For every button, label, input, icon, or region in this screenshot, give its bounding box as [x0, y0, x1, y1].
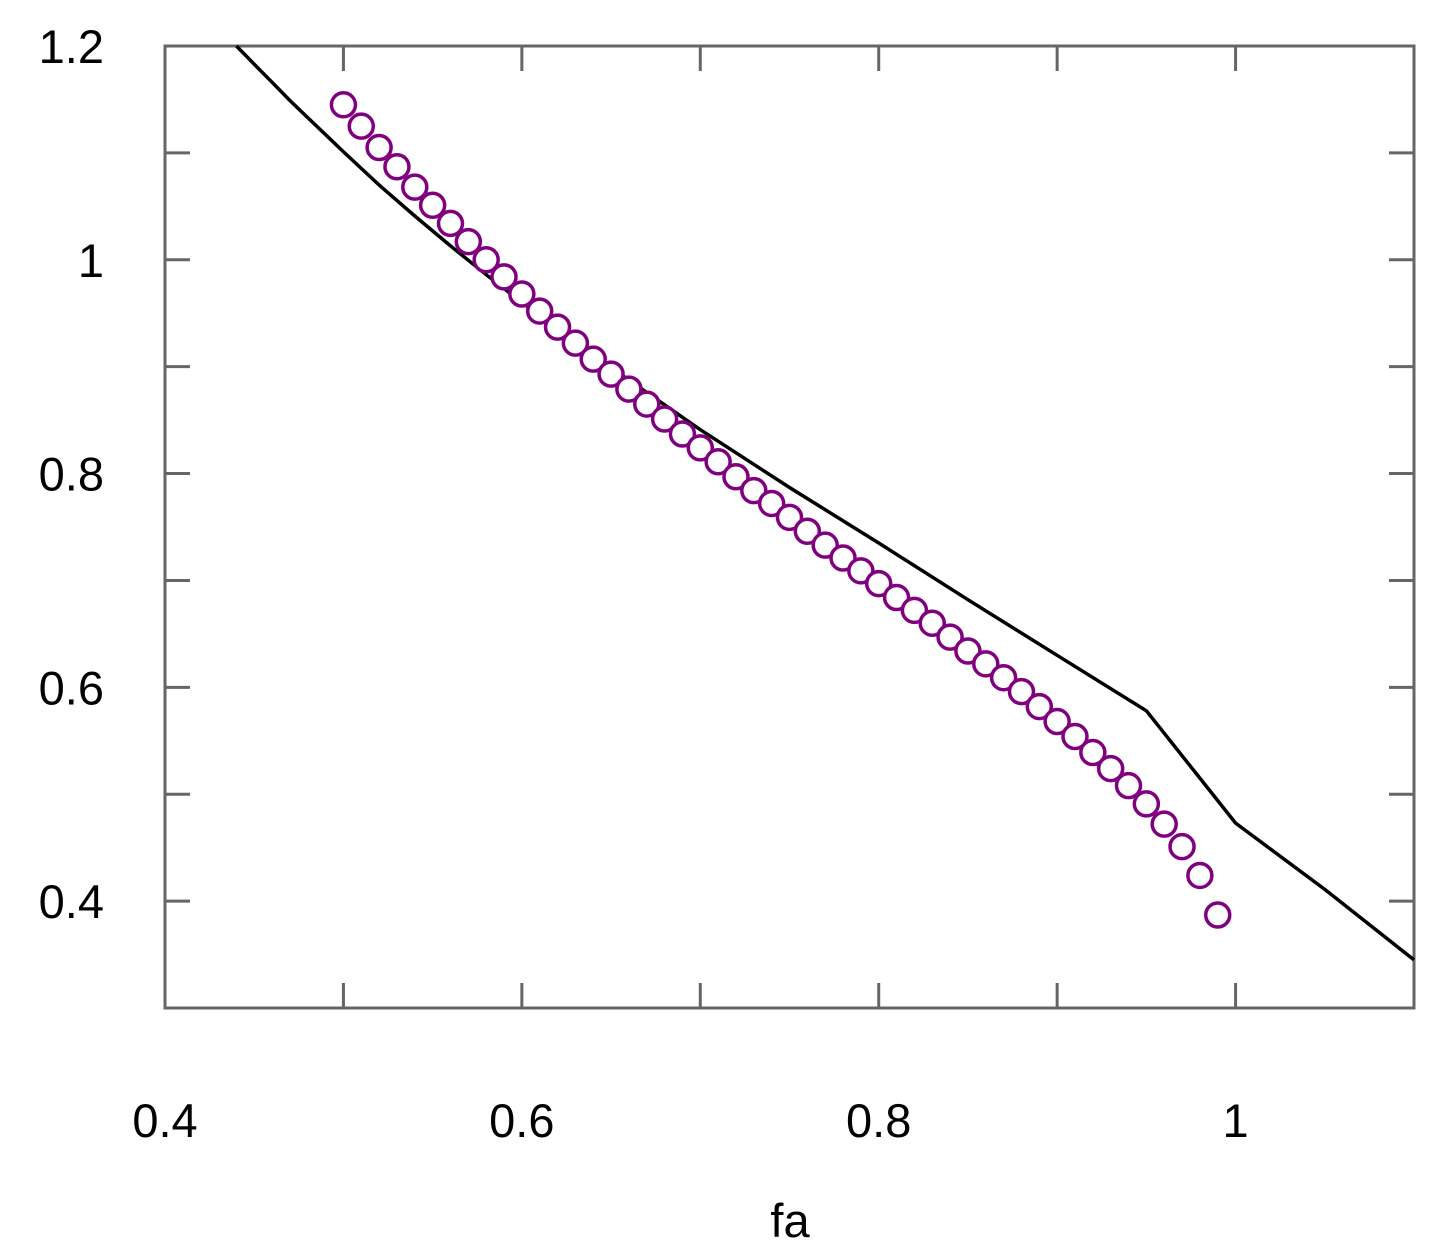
data-point [1025, 692, 1054, 721]
data-point [347, 112, 376, 140]
y-tick-label: 1 [78, 234, 104, 287]
y-tick-label: 0.8 [39, 448, 104, 501]
data-point [418, 191, 447, 220]
data-point [918, 609, 946, 637]
data-point [1186, 861, 1214, 890]
data-point [329, 91, 358, 119]
data-point [1150, 810, 1178, 838]
data-point [472, 246, 500, 274]
data-point [597, 360, 625, 388]
data-point [936, 623, 964, 651]
x-tick-label: 0.8 [846, 1094, 911, 1147]
data-point [365, 133, 393, 162]
data-point [525, 297, 554, 325]
x-tick-label: 1 [1223, 1094, 1249, 1147]
data-point [615, 375, 643, 403]
data-point [1114, 771, 1143, 800]
data-point [989, 663, 1018, 692]
data-point [401, 173, 429, 201]
y-tick-label: 0.6 [39, 661, 104, 714]
data-point [543, 313, 572, 341]
data-point [1079, 738, 1107, 767]
data-point [972, 650, 1000, 678]
data-point [561, 329, 590, 357]
data-point [1203, 901, 1232, 929]
data-points-layer [329, 91, 1232, 929]
data-point [579, 345, 607, 373]
data-point [1061, 722, 1089, 751]
x-tick-label: 0.6 [489, 1094, 554, 1147]
data-point [775, 503, 804, 532]
axis-ticks [163, 44, 1414, 1008]
data-point [650, 405, 679, 433]
data-point [864, 569, 893, 598]
data-point [383, 153, 411, 181]
data-point [436, 209, 465, 238]
data-point [793, 517, 822, 546]
plot-frame [163, 44, 1416, 1010]
data-point [668, 420, 697, 448]
data-point [490, 263, 518, 291]
data-point [1007, 677, 1036, 706]
data-point [1043, 707, 1071, 736]
data-point [633, 390, 661, 418]
data-point [704, 448, 732, 476]
y-tick-label: 1.2 [39, 20, 104, 73]
data-point [722, 463, 750, 491]
data-point [1132, 790, 1161, 818]
data-point [686, 434, 715, 462]
data-point [1096, 754, 1125, 783]
y-tick-label: 0.4 [39, 875, 104, 928]
data-point [757, 489, 786, 518]
x-axis-title: fa [770, 1194, 810, 1247]
data-point [508, 280, 536, 308]
x-tick-label: 0.4 [132, 1094, 197, 1147]
data-point [1168, 832, 1196, 861]
data-point [454, 227, 483, 256]
axis-tick-labels: 0.4 0.6 0.8 1 0.4 0.6 0.8 1 1.2 [39, 20, 1249, 1147]
